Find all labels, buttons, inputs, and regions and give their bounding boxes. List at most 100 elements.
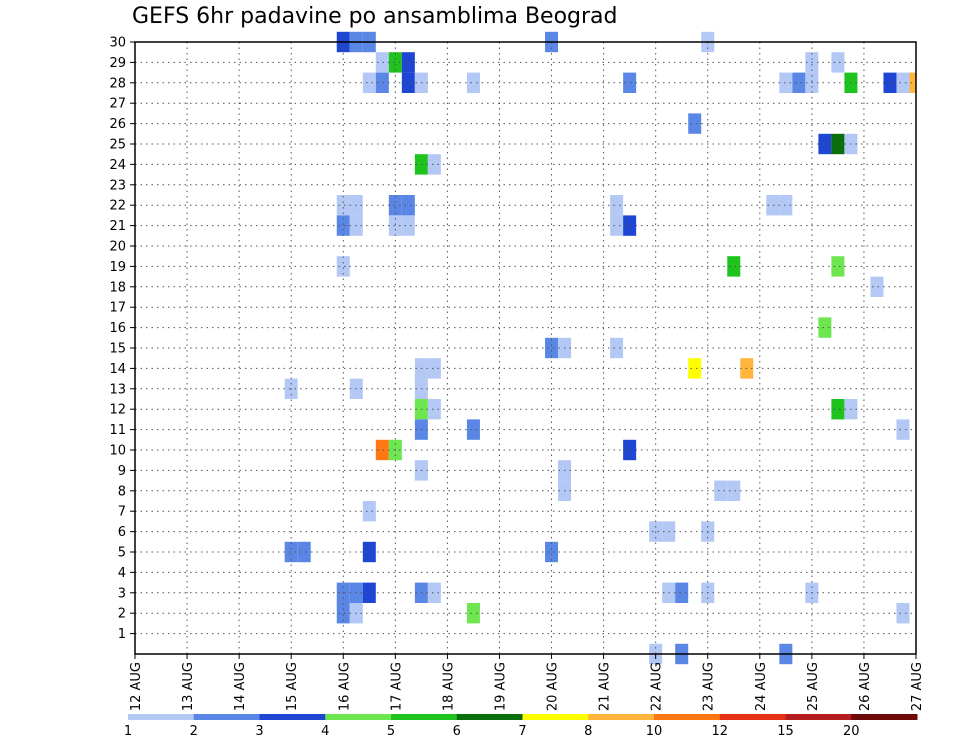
heatmap-cell xyxy=(336,215,350,236)
y-tick-label: 26 xyxy=(109,117,126,132)
y-tick-label: 11 xyxy=(109,423,126,438)
y-tick-label: 29 xyxy=(109,56,126,71)
colorbar-swatch xyxy=(325,714,392,720)
heatmap-cell xyxy=(466,419,480,440)
chart-title: GEFS 6hr padavine po ansamblima Beograd xyxy=(132,4,618,29)
heatmap-cell xyxy=(792,72,806,93)
heatmap-cell xyxy=(336,603,350,624)
colorbar-swatch xyxy=(851,714,918,720)
y-tick-label: 6 xyxy=(118,525,126,540)
y-tick-label: 23 xyxy=(109,178,126,193)
x-tick-label: 13 AUG xyxy=(181,662,196,711)
x-tick-label: 25 AUG xyxy=(806,662,821,711)
y-tick-label: 13 xyxy=(109,382,126,397)
colorbar-swatch xyxy=(522,714,589,720)
y-tick-label: 1 xyxy=(118,627,126,642)
x-tick-label: 23 AUG xyxy=(702,662,717,711)
colorbar-label: 7 xyxy=(518,724,526,739)
heatmap-cell xyxy=(870,276,884,297)
colorbar-swatch xyxy=(588,714,655,720)
heatmap-cell xyxy=(818,317,832,338)
y-tick-label: 17 xyxy=(109,301,126,316)
y-tick-label: 7 xyxy=(118,505,126,520)
y-tick-label: 16 xyxy=(109,321,126,336)
colorbar-label: 5 xyxy=(387,724,395,739)
heatmap-cell xyxy=(297,541,311,563)
x-tick-label: 17 AUG xyxy=(389,662,404,711)
colorbar: 1 2 3 4 5 6 7 8 10 12 15 20 xyxy=(124,714,918,739)
x-tick-label: 12 AUG xyxy=(129,662,144,711)
y-tick-label: 21 xyxy=(109,219,126,234)
axes-layer: 1234567891011121314151617181920212223242… xyxy=(109,36,925,712)
cells-layer xyxy=(284,31,916,665)
heatmap-cell xyxy=(388,195,402,216)
heatmap-cell xyxy=(427,358,441,379)
heatmap-cell xyxy=(831,52,845,73)
heatmap-cell xyxy=(831,133,845,155)
heatmap-cell xyxy=(427,154,441,175)
heatmap-cell xyxy=(766,195,780,216)
heatmap-cell xyxy=(362,582,376,603)
heatmap-cell xyxy=(466,603,480,624)
colorbar-label: 3 xyxy=(255,724,263,739)
colorbar-swatch xyxy=(456,714,523,720)
x-tick-label: 18 AUG xyxy=(441,662,456,711)
heatmap-cell xyxy=(818,133,832,155)
heatmap-cell xyxy=(779,195,793,216)
y-tick-label: 25 xyxy=(109,138,126,153)
colorbar-swatch xyxy=(719,714,786,720)
x-tick-label: 26 AUG xyxy=(858,662,873,711)
heatmap-cell xyxy=(727,480,741,501)
colorbar-swatch xyxy=(259,714,326,720)
x-tick-label: 14 AUG xyxy=(233,662,248,711)
heatmap-cell xyxy=(362,501,376,522)
x-tick-label: 20 AUG xyxy=(546,662,561,711)
colorbar-label: 8 xyxy=(584,724,592,739)
heatmap-cell xyxy=(362,72,376,93)
heatmap-cell xyxy=(375,72,389,93)
x-tick-label: 24 AUG xyxy=(754,662,769,711)
colorbar-label: 10 xyxy=(646,724,663,739)
heatmap-cell xyxy=(401,72,415,93)
heatmap-cell xyxy=(623,439,637,461)
colorbar-label: 12 xyxy=(711,724,728,739)
colorbar-label: 2 xyxy=(190,724,198,739)
y-tick-label: 20 xyxy=(109,240,126,255)
y-tick-label: 12 xyxy=(109,403,126,418)
colorbar-swatch xyxy=(785,714,852,720)
y-tick-label: 4 xyxy=(118,566,126,581)
colorbar-swatch xyxy=(654,714,721,720)
y-tick-label: 22 xyxy=(109,199,126,214)
y-tick-label: 15 xyxy=(109,342,126,357)
grid-layer xyxy=(135,42,916,654)
y-tick-label: 28 xyxy=(109,76,126,91)
x-tick-label: 15 AUG xyxy=(285,662,300,711)
y-tick-label: 8 xyxy=(118,484,126,499)
heatmap-cell xyxy=(909,72,916,93)
y-tick-label: 3 xyxy=(118,586,126,601)
heatmap-cell xyxy=(427,582,441,603)
y-tick-label: 9 xyxy=(118,464,126,479)
heatmap-cell xyxy=(401,215,415,236)
y-tick-label: 30 xyxy=(109,36,126,51)
x-tick-label: 16 AUG xyxy=(337,662,352,711)
heatmap-cell xyxy=(610,215,624,236)
colorbar-swatch xyxy=(128,714,195,720)
heatmap-cell xyxy=(714,480,728,501)
heatmap-cell xyxy=(675,582,689,603)
heatmap-cell xyxy=(727,256,741,277)
colorbar-label: 20 xyxy=(843,724,860,739)
heatmap-cell xyxy=(896,419,910,440)
heatmap-cell xyxy=(427,399,441,420)
heatmap-cell xyxy=(466,72,480,93)
heatmap-cell xyxy=(336,256,350,277)
x-tick-label: 22 AUG xyxy=(650,662,665,711)
heatmap-cell xyxy=(401,52,415,73)
heatmap-cell xyxy=(545,337,559,359)
heatmap-cell xyxy=(388,215,402,236)
colorbar-swatch xyxy=(193,714,260,720)
heatmap-cell xyxy=(284,541,298,563)
colorbar-label: 1 xyxy=(124,724,132,739)
heatmap-cell xyxy=(336,195,350,216)
